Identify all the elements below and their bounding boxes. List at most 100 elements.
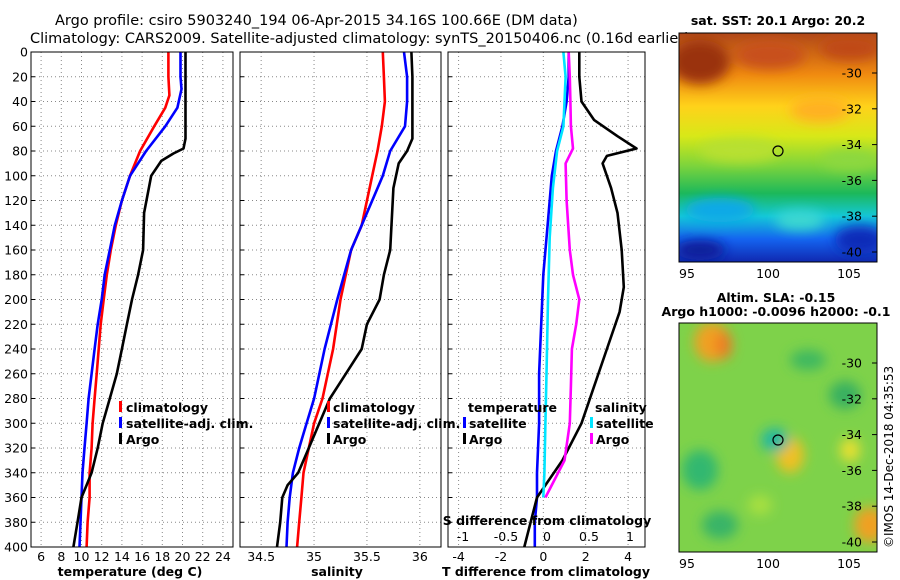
- x-tick-label: -2: [495, 549, 507, 564]
- legend-t-satellite-swatch: [463, 417, 466, 428]
- lat-tick-label: -38: [842, 209, 862, 224]
- difference-panel: -4 -2 0 2 4: [447, 51, 646, 564]
- x-tick-label: 35.5: [353, 549, 381, 564]
- depth-tick-label: 220: [4, 317, 28, 332]
- series-line-salinity-argo: [544, 51, 581, 499]
- salinity-legend: climatology satellite-adj. clim. Argo: [327, 400, 460, 447]
- x-tick-label: -4: [452, 549, 465, 564]
- depth-tick-label: 180: [4, 267, 28, 282]
- depth-axis: 0 20 40 60 80 100 120 140 160 180 200 220 240 260 280 3…: [4, 45, 28, 555]
- t-difference-axis-label: T difference from climatology: [442, 564, 650, 579]
- sst-map: [679, 33, 877, 262]
- depth-tick-label: 300: [4, 416, 28, 431]
- figure-title-line1: Argo profile: csiro 5903240_194 06-Apr-2…: [55, 13, 578, 29]
- x-tick-label: 2: [582, 549, 590, 564]
- difference-legend: temperature satellite Argo salinity sate…: [463, 400, 654, 447]
- sst-mid-patch: [700, 138, 780, 162]
- legend-satellite-swatch: [327, 417, 330, 428]
- sla-high-patch: [840, 438, 860, 462]
- lat-tick-label: -36: [842, 463, 862, 478]
- legend-argo-swatch: [327, 433, 330, 444]
- lon-tick-label: 105: [837, 266, 861, 281]
- depth-tick-label: 260: [4, 366, 28, 381]
- lat-tick-label: -40: [842, 535, 862, 550]
- sst-cool-patch: [685, 198, 755, 222]
- sst-map-title: sat. SST: 20.1 Argo: 20.2: [691, 13, 865, 28]
- argo-location-marker: [772, 434, 784, 446]
- sst-map-patches: [679, 36, 877, 260]
- depth-tick-label: 160: [4, 243, 28, 258]
- lon-tick-label: 105: [837, 556, 861, 571]
- legend-argo-swatch: [119, 433, 122, 444]
- legend-argo-label: Argo: [126, 432, 160, 447]
- lat-tick-label: -30: [842, 66, 862, 81]
- depth-tick-label: 40: [12, 94, 28, 109]
- x-tick-label: 4: [624, 549, 632, 564]
- sst-map-lon-ticks: 95 100 105: [679, 266, 861, 281]
- lat-tick-label: -32: [842, 101, 862, 116]
- lon-tick-label: 100: [756, 266, 780, 281]
- sla-low-patch: [682, 450, 718, 490]
- legend-s-satellite-swatch: [590, 417, 593, 428]
- s-diff-tick-label: 0: [543, 529, 551, 544]
- lat-tick-label: -30: [842, 356, 862, 371]
- sla-map-lon-ticks: 95 100 105: [679, 556, 861, 571]
- salinity-axis-label: salinity: [311, 564, 363, 579]
- sst-cool-patch: [775, 210, 825, 230]
- sla-map-title-line2: Argo h1000: -0.0096 h2000: -0.1: [662, 304, 891, 319]
- depth-tick-label: 80: [12, 144, 28, 159]
- x-tick-label: 35: [306, 549, 322, 564]
- series-line-temperature-argo: [523, 52, 638, 548]
- lon-tick-label: 100: [756, 556, 780, 571]
- s-diff-tick-label: 1: [626, 529, 634, 544]
- sst-warm-patch: [735, 41, 805, 69]
- depth-tick-label: 0: [20, 45, 28, 60]
- legend-climatology-label: climatology: [333, 400, 415, 415]
- x-tick-label: 18: [154, 549, 170, 564]
- x-tick-label: 36: [412, 549, 428, 564]
- x-tick-label: 14: [114, 549, 130, 564]
- s-diff-tick-label: -0.5: [494, 529, 518, 544]
- lat-tick-label: -40: [842, 245, 862, 260]
- imos-credit: ©IMOS 14-Dec-2018 04:35:53: [882, 366, 896, 548]
- sla-map-title-line1: Altim. SLA: -0.15: [717, 290, 836, 305]
- x-tick-label: 6: [37, 549, 45, 564]
- sla-map: [679, 323, 877, 552]
- panel-frame: [447, 51, 646, 548]
- x-tick-label: 24: [215, 549, 231, 564]
- legend-satellite-swatch: [119, 417, 122, 428]
- sst-mid-patch: [790, 98, 850, 122]
- legend-t-argo-label: Argo: [469, 432, 503, 447]
- lat-tick-label: -34: [842, 137, 862, 152]
- sla-low-patch: [790, 350, 826, 370]
- lat-tick-label: -38: [842, 499, 862, 514]
- sst-map-frame: [678, 32, 878, 263]
- sla-low-patch: [829, 381, 861, 409]
- temperature-legend: climatology satellite-adj. clim. Argo: [119, 400, 253, 447]
- legend-climatology-label: climatology: [126, 400, 208, 415]
- depth-tick-label: 240: [4, 342, 28, 357]
- depth-tick-label: 140: [4, 218, 28, 233]
- s-difference-ticks: -1 -0.5 0 0.5 1: [457, 529, 634, 544]
- series-line-climatology: [85, 52, 171, 548]
- legend-s-argo-swatch: [590, 433, 593, 444]
- panel-frame: [239, 51, 442, 548]
- temperature-axis-label: temperature (deg C): [58, 564, 203, 579]
- legend-climatology-swatch: [119, 401, 122, 412]
- sla-low-patch: [761, 428, 789, 452]
- sla-high-patch: [854, 507, 877, 543]
- salinity-panel: 34.5 35 35.5 36: [239, 51, 442, 564]
- x-tick-label: 10: [74, 549, 90, 564]
- sst-mid-patch: [822, 150, 877, 170]
- lon-tick-label: 95: [679, 266, 695, 281]
- legend-t-satellite-label: satellite: [469, 416, 527, 431]
- x-tick-label: 22: [195, 549, 211, 564]
- x-tick-label: 12: [94, 549, 110, 564]
- sst-map-lat-ticks: -30 -32 -34 -36 -38 -40: [842, 66, 877, 260]
- legend-satellite-label: satellite-adj. clim.: [126, 416, 253, 431]
- argo-location-marker: [772, 145, 784, 157]
- legend-t-argo-swatch: [463, 433, 466, 444]
- depth-tick-label: 100: [4, 168, 28, 183]
- lat-tick-label: -36: [842, 173, 862, 188]
